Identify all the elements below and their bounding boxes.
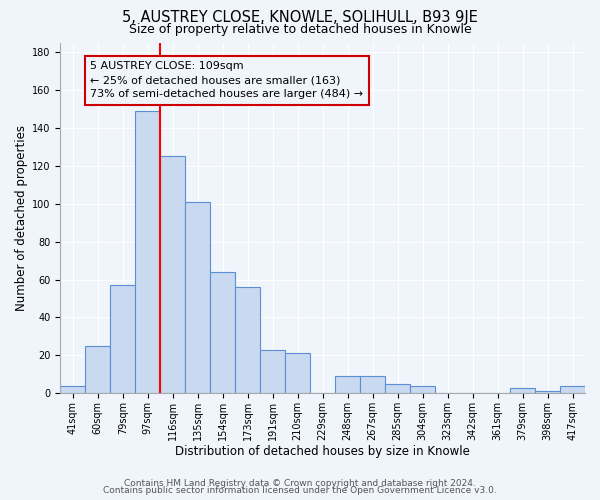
Bar xyxy=(260,350,285,394)
Bar xyxy=(360,376,385,394)
X-axis label: Distribution of detached houses by size in Knowle: Distribution of detached houses by size … xyxy=(175,444,470,458)
Bar xyxy=(136,111,160,394)
Bar xyxy=(85,346,110,394)
Bar xyxy=(285,354,310,394)
Bar xyxy=(335,376,360,394)
Text: Contains public sector information licensed under the Open Government Licence v3: Contains public sector information licen… xyxy=(103,486,497,495)
Bar xyxy=(61,386,85,394)
Bar xyxy=(160,156,185,394)
Bar xyxy=(560,386,585,394)
Text: Size of property relative to detached houses in Knowle: Size of property relative to detached ho… xyxy=(128,22,472,36)
Text: Contains HM Land Registry data © Crown copyright and database right 2024.: Contains HM Land Registry data © Crown c… xyxy=(124,478,476,488)
Bar xyxy=(235,287,260,394)
Bar xyxy=(210,272,235,394)
Text: 5, AUSTREY CLOSE, KNOWLE, SOLIHULL, B93 9JE: 5, AUSTREY CLOSE, KNOWLE, SOLIHULL, B93 … xyxy=(122,10,478,25)
Bar xyxy=(510,388,535,394)
Bar xyxy=(185,202,210,394)
Bar xyxy=(385,384,410,394)
Bar xyxy=(535,392,560,394)
Bar xyxy=(110,285,136,394)
Y-axis label: Number of detached properties: Number of detached properties xyxy=(15,125,28,311)
Bar xyxy=(410,386,435,394)
Text: 5 AUSTREY CLOSE: 109sqm
← 25% of detached houses are smaller (163)
73% of semi-d: 5 AUSTREY CLOSE: 109sqm ← 25% of detache… xyxy=(91,62,364,100)
